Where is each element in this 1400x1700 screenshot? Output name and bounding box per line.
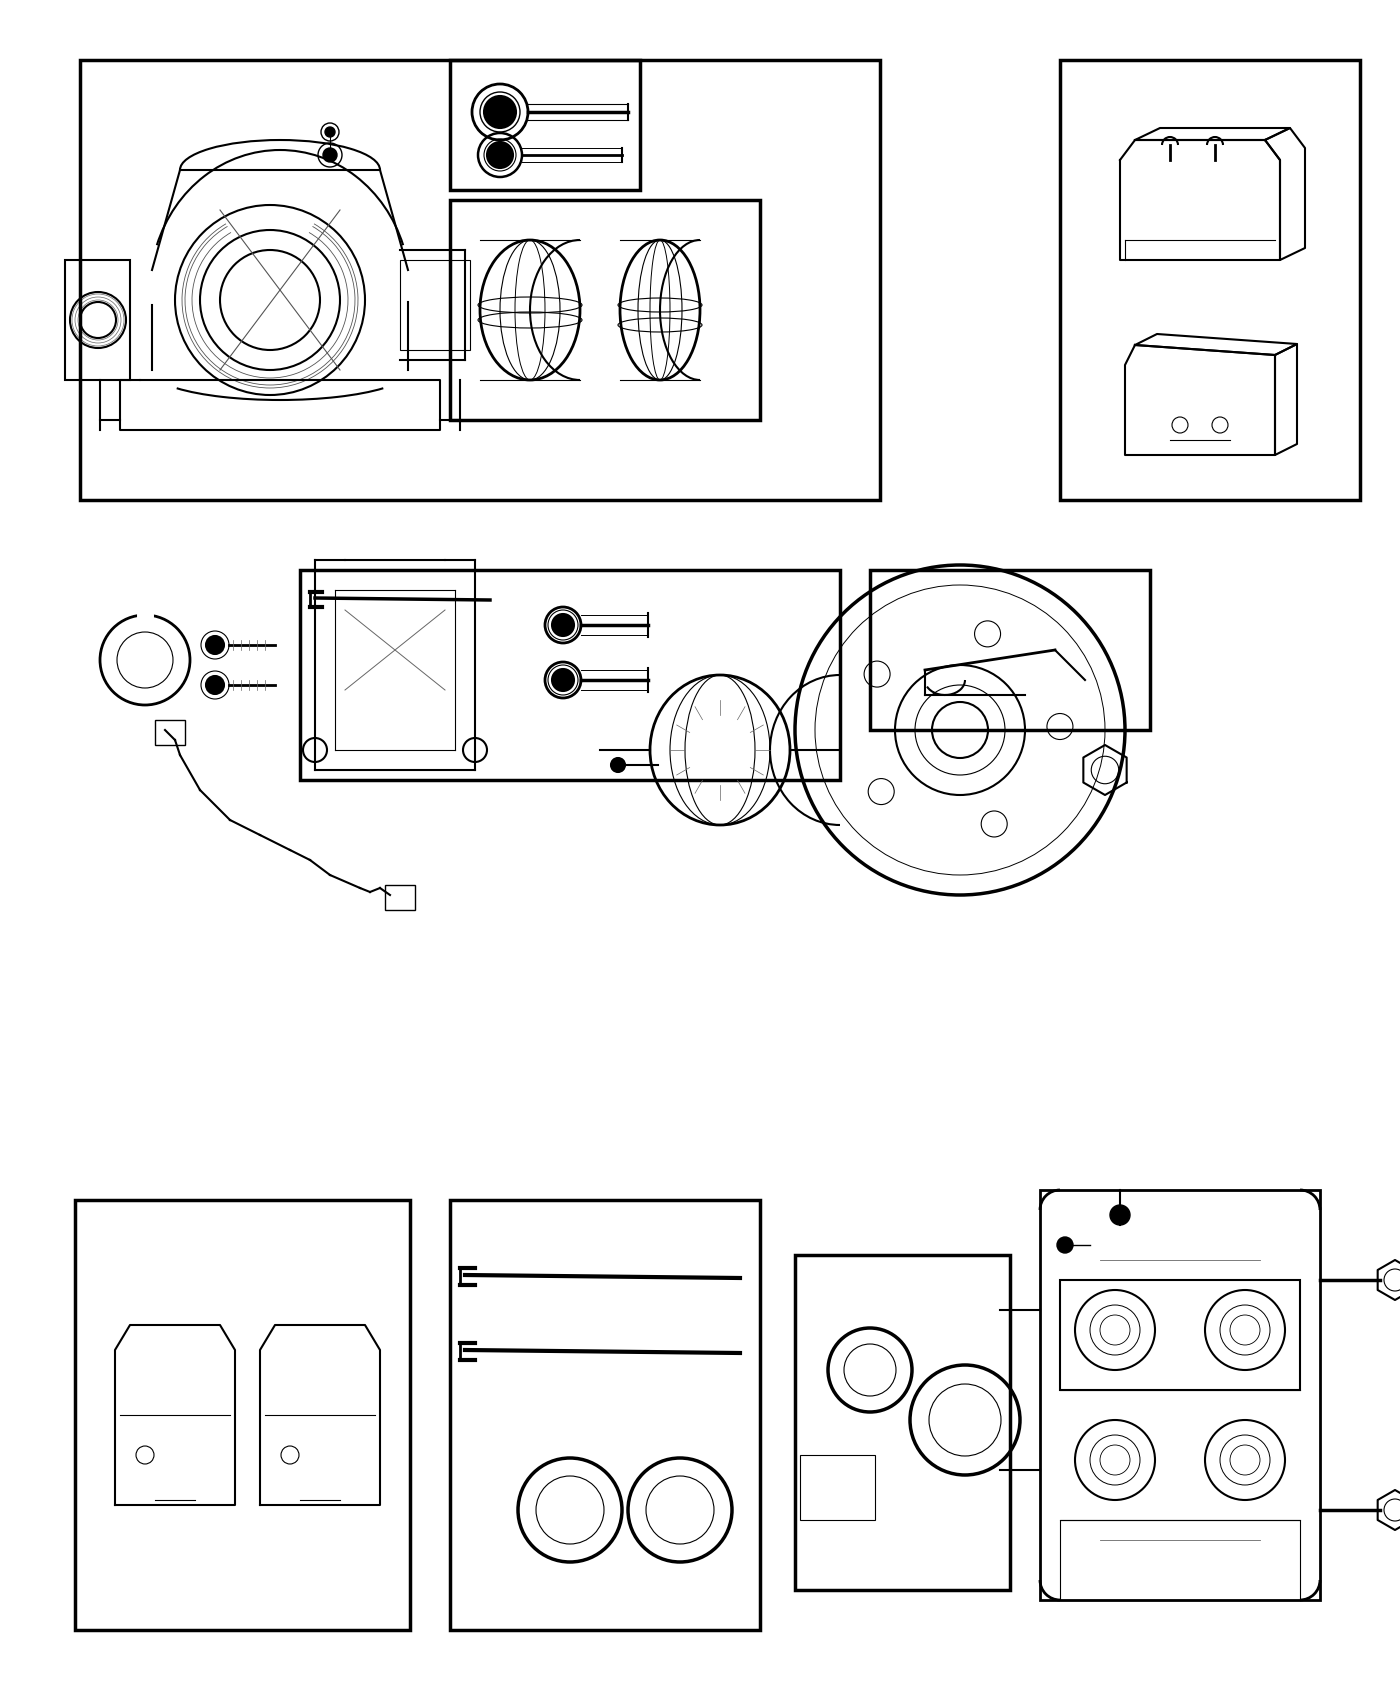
Circle shape — [1057, 1238, 1072, 1253]
Circle shape — [206, 636, 224, 654]
Circle shape — [302, 738, 328, 762]
Circle shape — [487, 143, 512, 168]
Bar — [1060, 60, 1359, 500]
Bar — [799, 1455, 875, 1520]
Circle shape — [610, 758, 624, 772]
Bar — [1060, 1280, 1301, 1391]
Circle shape — [1110, 1205, 1130, 1226]
Circle shape — [552, 670, 574, 690]
Bar — [385, 886, 414, 910]
Bar — [1060, 1520, 1301, 1600]
Circle shape — [206, 677, 224, 694]
Circle shape — [323, 148, 337, 162]
Bar — [449, 60, 640, 190]
Bar — [449, 201, 760, 420]
Bar — [64, 260, 130, 381]
Bar — [1040, 1190, 1320, 1600]
Bar — [80, 60, 881, 500]
Bar — [400, 260, 470, 350]
Bar — [300, 570, 840, 780]
Circle shape — [981, 811, 1007, 836]
Bar — [449, 1200, 760, 1630]
Circle shape — [868, 779, 895, 804]
Circle shape — [325, 128, 335, 138]
Circle shape — [463, 738, 487, 762]
Circle shape — [552, 614, 574, 636]
Bar — [795, 1255, 1009, 1590]
Circle shape — [974, 620, 1001, 648]
Circle shape — [484, 95, 517, 128]
Circle shape — [1047, 714, 1072, 740]
Circle shape — [864, 661, 890, 687]
Bar — [76, 1200, 410, 1630]
Bar — [155, 721, 185, 745]
Bar — [869, 570, 1149, 729]
